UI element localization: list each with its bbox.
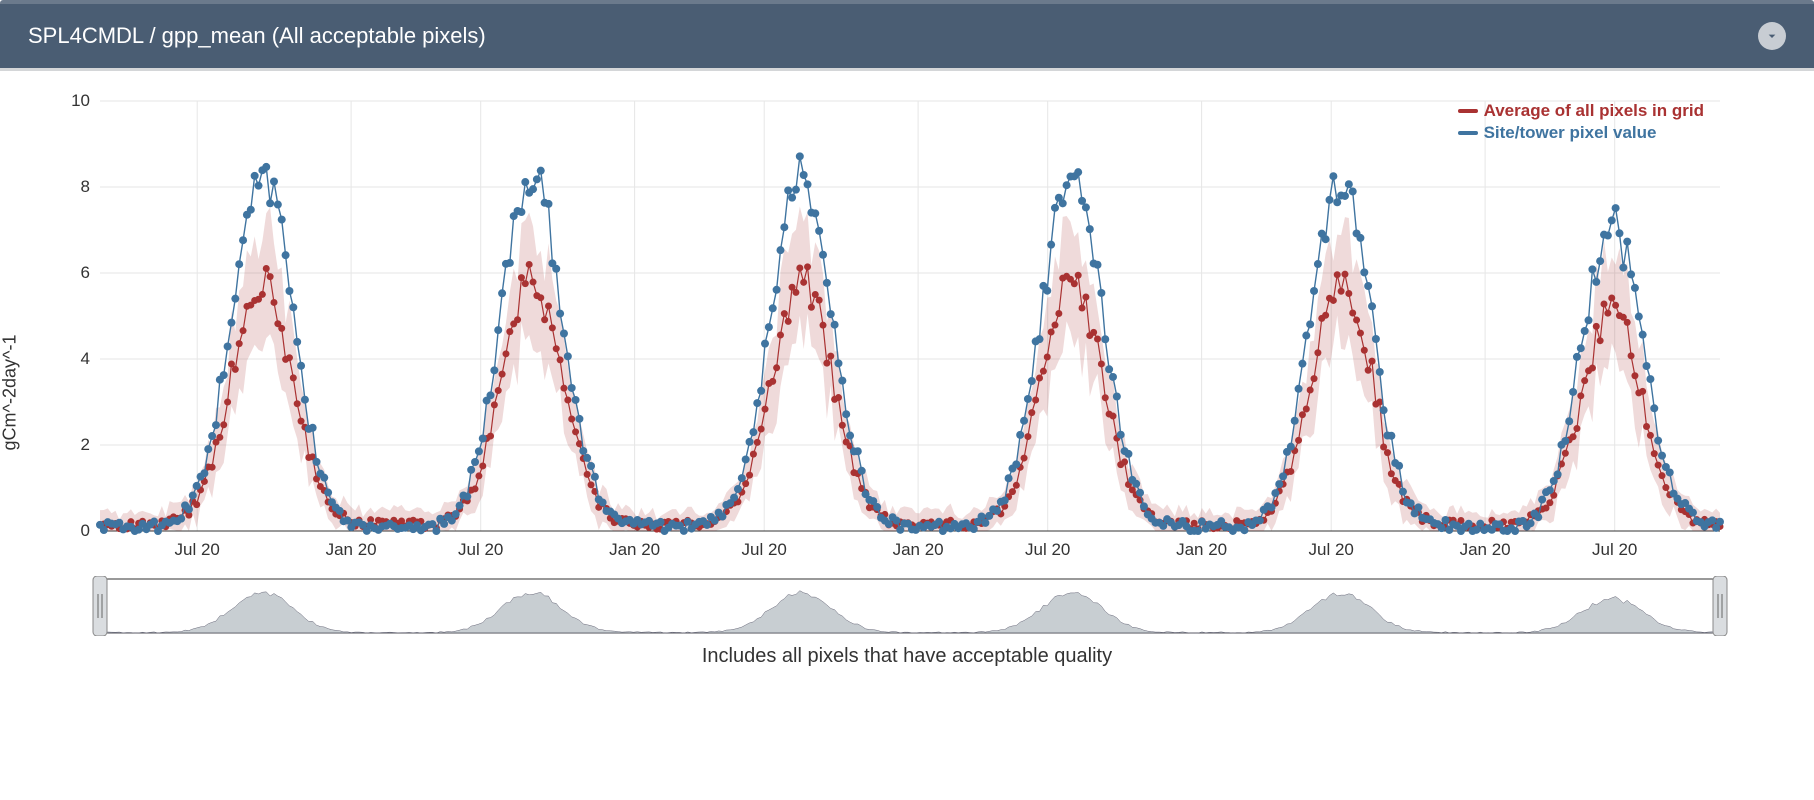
- timeseries-chart[interactable]: 0 2 4 6 8 10 Jul 20 Jan 20 Jul 20 Jan 20 Jul 20 Jan…: [40, 91, 1740, 571]
- legend-swatch: [1458, 131, 1478, 135]
- svg-text:Jan 20: Jan 20: [1176, 540, 1227, 559]
- range-handle[interactable]: [1713, 576, 1727, 636]
- svg-text:6: 6: [81, 263, 90, 282]
- svg-text:Jan 20: Jan 20: [609, 540, 660, 559]
- legend-swatch: [1458, 109, 1478, 113]
- svg-text:Jan 20: Jan 20: [1460, 540, 1511, 559]
- legend-item: Average of all pixels in grid: [1458, 101, 1704, 121]
- chevron-down-icon[interactable]: [1758, 22, 1786, 50]
- svg-text:0: 0: [81, 521, 90, 540]
- legend-item: Site/tower pixel value: [1458, 123, 1704, 143]
- svg-text:2: 2: [81, 435, 90, 454]
- range-handle[interactable]: [93, 576, 107, 636]
- legend: Average of all pixels in grid Site/tower…: [1458, 101, 1704, 145]
- chart-caption: Includes all pixels that have acceptable…: [40, 641, 1774, 682]
- panel-title: SPL4CMDL / gpp_mean (All acceptable pixe…: [28, 23, 486, 49]
- svg-text:Jul 20: Jul 20: [175, 540, 220, 559]
- svg-text:Jan 20: Jan 20: [893, 540, 944, 559]
- svg-text:Jul 20: Jul 20: [742, 540, 787, 559]
- svg-text:4: 4: [81, 349, 90, 368]
- chart-area: gCm^-2day^-1 0 2 4 6 8 10 Jul 20 Jan 20 Jul 20 Ja…: [0, 71, 1814, 692]
- chart-panel: SPL4CMDL / gpp_mean (All acceptable pixe…: [0, 0, 1814, 692]
- range-navigator[interactable]: [40, 576, 1740, 636]
- svg-text:Jul 20: Jul 20: [1309, 540, 1354, 559]
- svg-text:Jul 20: Jul 20: [1592, 540, 1637, 559]
- svg-text:10: 10: [71, 91, 90, 110]
- svg-text:8: 8: [81, 177, 90, 196]
- legend-label: Average of all pixels in grid: [1484, 101, 1704, 121]
- svg-text:Jul 20: Jul 20: [458, 540, 503, 559]
- chart-svg-container: 0 2 4 6 8 10 Jul 20 Jan 20 Jul 20 Jan 20 Jul 20 Jan…: [40, 91, 1774, 576]
- panel-header[interactable]: SPL4CMDL / gpp_mean (All acceptable pixe…: [0, 0, 1814, 71]
- y-axis-label: gCm^-2day^-1: [0, 334, 21, 450]
- legend-label: Site/tower pixel value: [1484, 123, 1657, 143]
- svg-text:Jul 20: Jul 20: [1025, 540, 1070, 559]
- svg-text:Jan 20: Jan 20: [326, 540, 377, 559]
